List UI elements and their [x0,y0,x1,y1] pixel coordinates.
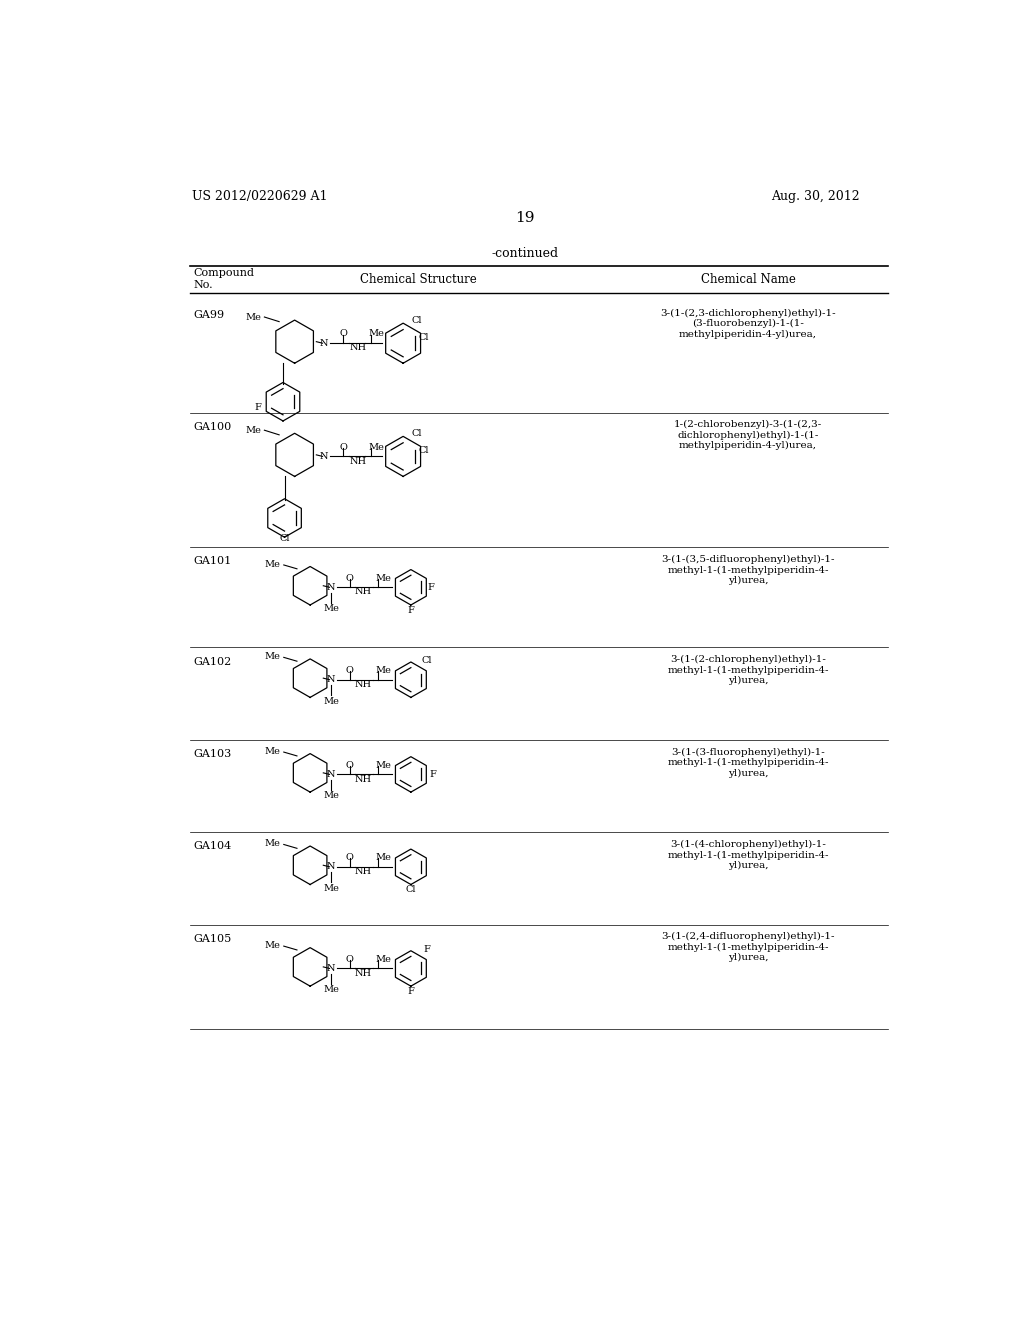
Text: Me: Me [265,652,281,661]
Text: 3-(1-(2,3-dichlorophenyl)ethyl)-1-
(3-fluorobenzyl)-1-(1-
methylpiperidin-4-yl)u: 3-(1-(2,3-dichlorophenyl)ethyl)-1- (3-fl… [660,309,836,339]
Text: Me: Me [265,840,281,849]
Text: GA103: GA103 [194,748,231,759]
Text: F: F [429,770,436,779]
Text: -continued: -continued [492,247,558,260]
Text: Cl: Cl [411,315,422,325]
Text: O: O [346,760,353,770]
Text: Me: Me [265,941,281,950]
Text: Me: Me [246,313,261,322]
Text: Cl: Cl [406,886,416,895]
Text: Me: Me [376,954,392,964]
Text: Me: Me [324,986,339,994]
Text: Compound
No.: Compound No. [194,268,254,290]
Text: Me: Me [376,760,392,770]
Text: GA105: GA105 [194,933,231,944]
Text: Me: Me [368,330,384,338]
Text: N: N [327,862,335,871]
Text: 3-(1-(3,5-difluorophenyl)ethyl)-1-
methyl-1-(1-methylpiperidin-4-
yl)urea,: 3-(1-(3,5-difluorophenyl)ethyl)-1- methy… [662,554,835,585]
Text: F: F [423,945,430,953]
Text: NH: NH [355,587,372,597]
Text: GA102: GA102 [194,656,231,667]
Text: F: F [408,606,415,615]
Text: Chemical Name: Chemical Name [700,273,796,286]
Text: F: F [255,403,262,412]
Text: Me: Me [324,792,339,800]
Text: 3-(1-(2,4-difluorophenyl)ethyl)-1-
methyl-1-(1-methylpiperidin-4-
yl)urea,: 3-(1-(2,4-difluorophenyl)ethyl)-1- methy… [662,932,835,962]
Text: N: N [327,964,335,973]
Text: Chemical Structure: Chemical Structure [360,273,477,286]
Text: Cl: Cl [421,656,432,665]
Text: Me: Me [324,605,339,614]
Text: O: O [340,442,347,451]
Text: Cl: Cl [419,446,429,454]
Text: 19: 19 [515,211,535,226]
Text: Me: Me [368,442,384,451]
Text: O: O [346,574,353,582]
Text: NH: NH [355,969,372,978]
Text: F: F [408,987,415,997]
Text: N: N [327,770,335,779]
Text: NH: NH [355,775,372,784]
Text: O: O [346,667,353,675]
Text: 1-(2-chlorobenzyl)-3-(1-(2,3-
dichlorophenyl)ethyl)-1-(1-
methylpiperidin-4-yl)u: 1-(2-chlorobenzyl)-3-(1-(2,3- dichloroph… [674,420,822,450]
Text: Cl: Cl [411,429,422,438]
Text: NH: NH [355,867,372,876]
Text: N: N [327,676,335,684]
Text: Me: Me [376,667,392,675]
Text: Me: Me [265,747,281,756]
Text: Me: Me [246,426,261,434]
Text: GA100: GA100 [194,422,231,432]
Text: N: N [327,583,335,591]
Text: 3-(1-(2-chlorophenyl)ethyl)-1-
methyl-1-(1-methylpiperidin-4-
yl)urea,: 3-(1-(2-chlorophenyl)ethyl)-1- methyl-1-… [668,655,828,685]
Text: O: O [346,853,353,862]
Text: GA99: GA99 [194,310,224,319]
Text: NH: NH [355,680,372,689]
Text: N: N [319,339,329,347]
Text: Aug. 30, 2012: Aug. 30, 2012 [771,190,859,203]
Text: NH: NH [349,457,367,466]
Text: US 2012/0220629 A1: US 2012/0220629 A1 [191,190,327,203]
Text: Cl: Cl [280,533,290,543]
Text: Me: Me [265,560,281,569]
Text: N: N [319,451,329,461]
Text: Me: Me [324,884,339,892]
Text: NH: NH [349,343,367,352]
Text: O: O [346,954,353,964]
Text: Me: Me [324,697,339,706]
Text: GA104: GA104 [194,841,231,851]
Text: 3-(1-(4-chlorophenyl)ethyl)-1-
methyl-1-(1-methylpiperidin-4-
yl)urea,: 3-(1-(4-chlorophenyl)ethyl)-1- methyl-1-… [668,840,828,870]
Text: GA101: GA101 [194,557,231,566]
Text: Me: Me [376,574,392,582]
Text: Cl: Cl [419,333,429,342]
Text: F: F [428,583,434,591]
Text: O: O [340,330,347,338]
Text: Me: Me [376,853,392,862]
Text: 3-(1-(3-fluorophenyl)ethyl)-1-
methyl-1-(1-methylpiperidin-4-
yl)urea,: 3-(1-(3-fluorophenyl)ethyl)-1- methyl-1-… [668,747,828,777]
